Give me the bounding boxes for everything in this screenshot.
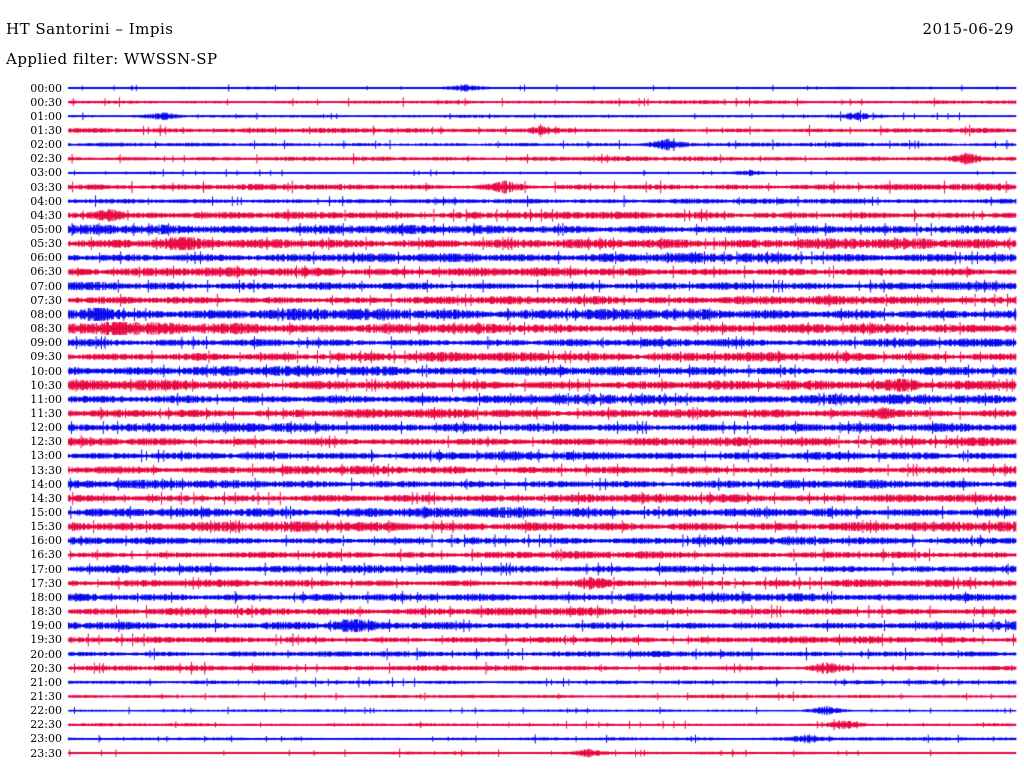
time-tick-label: 04:30 — [30, 208, 62, 222]
time-tick-label: 20:00 — [30, 647, 62, 661]
time-tick-label: 06:00 — [30, 251, 62, 265]
time-tick-label: 10:30 — [30, 378, 62, 392]
time-tick-label: 12:30 — [30, 435, 62, 449]
time-tick-label: 19:30 — [30, 633, 62, 647]
time-tick-label: 09:00 — [30, 336, 62, 350]
time-tick-label: 08:30 — [30, 322, 62, 336]
time-axis-ticks: 00:00 00:30 01:00 01:30 02:00 02:30 03:00 03:30… — [0, 76, 70, 780]
time-tick-label: 18:30 — [30, 605, 62, 619]
time-tick-label: 23:30 — [30, 746, 62, 760]
page-title: HT Santorini – Impis — [6, 20, 174, 38]
time-tick-label: 18:00 — [30, 590, 62, 604]
applied-filter-label: Applied filter: WWSSN-SP — [6, 50, 218, 68]
time-tick-label: 23:00 — [30, 732, 62, 746]
time-tick-label: 03:00 — [30, 166, 62, 180]
time-tick-label: 15:00 — [30, 506, 62, 519]
time-tick-label: 22:00 — [30, 704, 62, 718]
time-tick-label: 04:00 — [30, 194, 62, 208]
time-tick-label: 05:30 — [30, 237, 62, 251]
seismogram-plot — [0, 76, 1024, 780]
record-date: 2015-06-29 — [922, 20, 1014, 38]
time-tick-label: 19:00 — [30, 619, 62, 633]
time-tick-label: 17:00 — [30, 562, 62, 576]
time-tick-label: 08:00 — [30, 307, 62, 321]
time-tick-label: 16:30 — [30, 548, 62, 562]
time-tick-label: 11:00 — [30, 392, 62, 406]
time-tick-label: 11:30 — [30, 406, 62, 420]
time-tick-label: 22:30 — [30, 718, 62, 732]
time-tick-label: 06:30 — [30, 265, 62, 279]
time-tick-label: 14:00 — [30, 477, 62, 491]
time-tick-label: 09:30 — [30, 350, 62, 364]
time-tick-label: 00:30 — [30, 95, 62, 109]
time-tick-label: 21:30 — [30, 689, 62, 703]
time-tick-label: 21:00 — [30, 675, 62, 689]
time-tick-label: 15:30 — [30, 520, 62, 534]
time-tick-label: 05:00 — [30, 223, 62, 236]
time-tick-label: 02:30 — [30, 152, 62, 166]
time-tick-label: 13:00 — [30, 449, 62, 463]
time-tick-label: 10:00 — [30, 364, 62, 378]
time-tick-label: 17:30 — [30, 576, 62, 590]
time-tick-label: 01:30 — [30, 123, 62, 137]
time-tick-label: 01:00 — [30, 109, 62, 123]
time-tick-label: 20:30 — [30, 661, 62, 675]
time-tick-label: 02:00 — [30, 138, 62, 152]
time-tick-label: 12:00 — [30, 421, 62, 435]
time-tick-label: 16:00 — [30, 534, 62, 548]
time-tick-label: 07:30 — [30, 293, 62, 307]
time-tick-label: 13:30 — [30, 463, 62, 477]
time-tick-label: 07:00 — [30, 279, 62, 293]
time-tick-label: 03:30 — [30, 180, 62, 194]
time-tick-label: 00:00 — [30, 81, 62, 95]
time-tick-label: 14:30 — [30, 491, 62, 505]
